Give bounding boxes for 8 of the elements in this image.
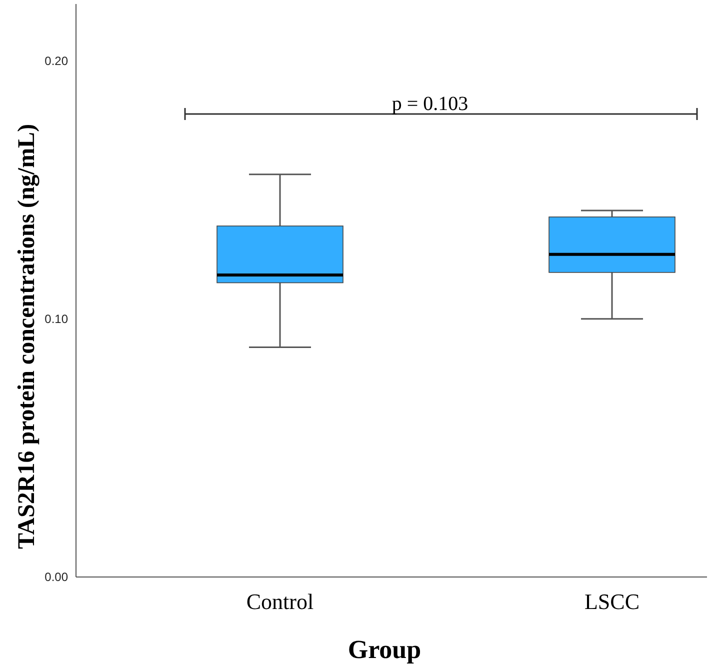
y-axis-title: TAS2R16 protein concentrations (ng/mL): [14, 124, 40, 550]
annotation: p = 0.103: [392, 93, 468, 115]
y-tick-label: 0.00: [44, 570, 68, 584]
x-axis-title: Group: [348, 635, 422, 664]
y-tick-label: 0.20: [44, 54, 68, 68]
x-tick-label: Control: [246, 589, 314, 614]
y-tick-label: 0.10: [44, 312, 68, 326]
x-tick-label: LSCC: [584, 589, 640, 614]
